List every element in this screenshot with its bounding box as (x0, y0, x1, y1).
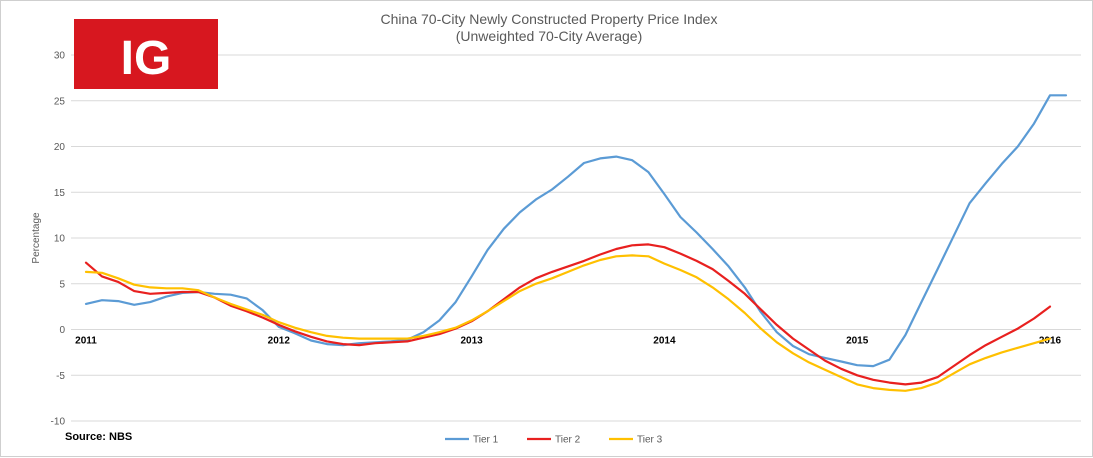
x-tick-label: 2013 (460, 336, 483, 347)
series-line-tier-2 (84, 243, 1052, 386)
y-tick-label: 10 (54, 234, 66, 245)
y-tick-label: 25 (54, 96, 66, 107)
x-tick-label: 2014 (653, 336, 676, 347)
x-tick-label: 2012 (268, 336, 291, 347)
legend-label: Tier 2 (555, 435, 581, 446)
series-line-tier-3 (84, 254, 1052, 392)
y-tick-label: 15 (54, 188, 66, 199)
source-note: Source: NBS (65, 431, 132, 443)
y-axis-label: Percentage (31, 212, 42, 264)
y-tick-label: 20 (54, 142, 66, 153)
legend: Tier 1 Tier 2 Tier 3 (445, 435, 663, 446)
ig-logo: IG (74, 19, 218, 89)
y-tick-label: -10 (51, 417, 66, 428)
legend-label: Tier 3 (637, 435, 663, 446)
y-tick-label: 5 (59, 279, 65, 290)
series-line-tier-1 (84, 94, 1068, 368)
y-axis-ticks: -10 -5 0 5 10 15 20 25 30 (51, 51, 66, 428)
chart-subtitle: (Unweighted 70-City Average) (456, 28, 643, 44)
x-tick-label: 2015 (846, 336, 869, 347)
x-axis-ticks: 2011 2012 2013 2014 2015 2016 (75, 336, 1061, 347)
gridlines (71, 54, 1081, 422)
ig-logo-text: IG (121, 32, 172, 85)
y-tick-label: -5 (56, 371, 65, 382)
x-tick-label: 2011 (75, 336, 97, 347)
legend-label: Tier 1 (473, 435, 499, 446)
chart-title: China 70-City Newly Constructed Property… (381, 11, 718, 27)
y-tick-label: 30 (54, 51, 66, 62)
series-lines (84, 94, 1068, 392)
y-tick-label: 0 (59, 325, 65, 336)
x-tick-label: 2016 (1039, 336, 1062, 347)
